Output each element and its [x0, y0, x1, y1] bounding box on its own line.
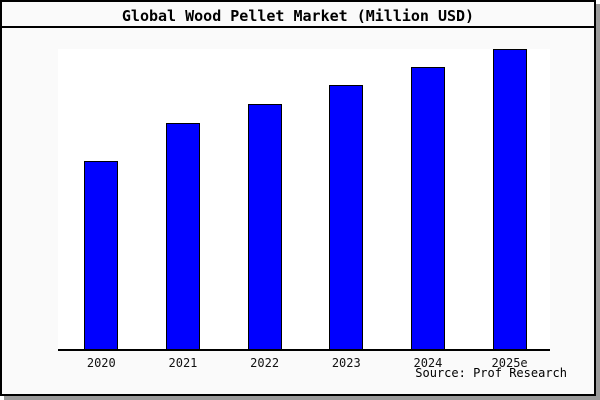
bar-2022 [247, 104, 282, 349]
xtick-2020: 2020 [86, 356, 116, 370]
bar-2024 [410, 67, 445, 349]
xtick-2024: 2024 [413, 356, 443, 370]
bar-2021 [165, 123, 200, 349]
xtick-2022: 2022 [250, 356, 280, 370]
plot-area [58, 49, 550, 351]
bar-2020 [84, 161, 119, 349]
source-note: Source: Prof Research [415, 366, 567, 380]
xtick-2021: 2021 [168, 356, 198, 370]
title-divider [2, 26, 594, 28]
chart-title: Global Wood Pellet Market (Million USD) [121, 7, 475, 25]
xtick-2023: 2023 [331, 356, 361, 370]
bar-2023 [329, 85, 364, 349]
bar-2025e [492, 49, 527, 349]
xtick-2025e: 2025e [491, 356, 528, 370]
